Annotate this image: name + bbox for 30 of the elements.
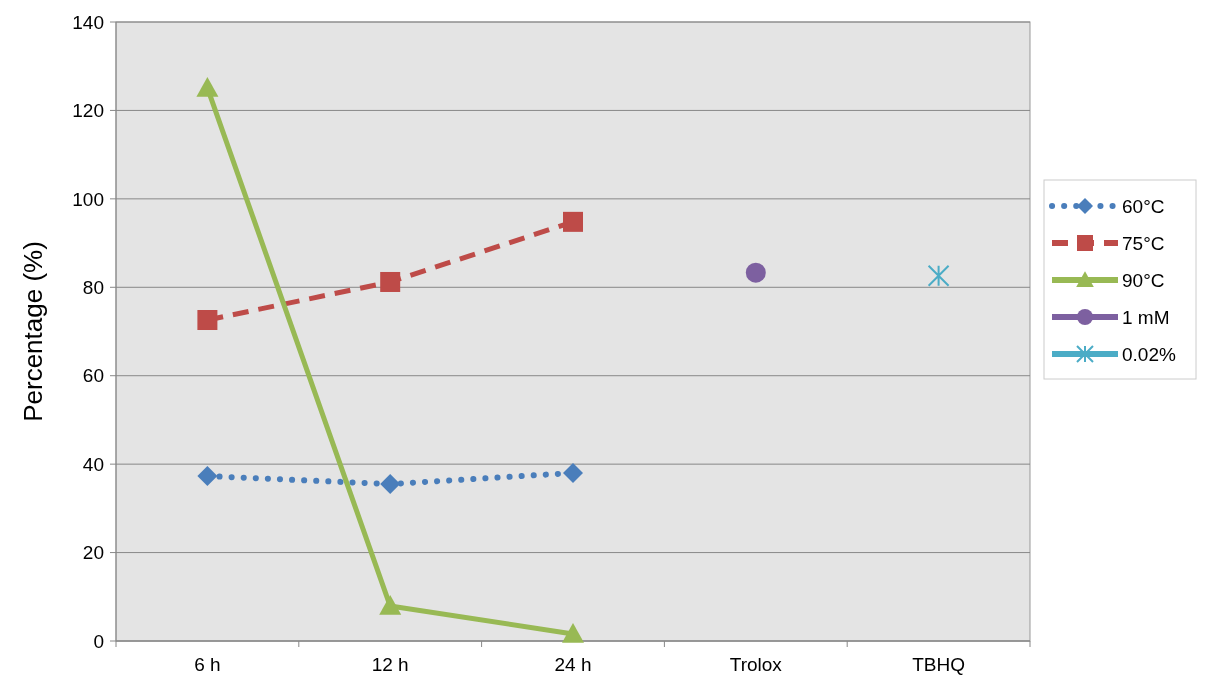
point <box>380 474 401 495</box>
legend-label: 75°C <box>1122 232 1165 254</box>
legend-label: 0.02% <box>1122 343 1176 365</box>
y-tick-label: 140 <box>72 11 104 33</box>
y-axis-title: Percentage (%) <box>18 241 48 422</box>
point <box>379 595 402 615</box>
point <box>563 211 583 232</box>
y-tick-label: 20 <box>82 542 104 564</box>
x-tick-label: 6 h <box>194 654 221 675</box>
point <box>197 466 218 487</box>
legend-label: 90°C <box>1122 269 1165 291</box>
y-tick-label: 60 <box>82 365 104 387</box>
y-tick-label: 0 <box>93 630 104 652</box>
point <box>562 622 584 643</box>
x-tick-label: 12 h <box>371 654 409 675</box>
x-tick-label: 24 h <box>554 654 592 675</box>
point <box>927 264 950 287</box>
y-tick-label: 120 <box>72 100 104 122</box>
point <box>745 262 766 283</box>
y-tick-label: 100 <box>72 188 104 210</box>
legend-label: 60°C <box>1122 195 1165 217</box>
x-tick-label: TBHQ <box>912 654 965 675</box>
point <box>563 462 583 483</box>
point <box>196 76 219 97</box>
point <box>380 271 401 292</box>
x-tick-label: Trolox <box>729 654 783 675</box>
point <box>197 310 218 330</box>
y-tick-label: 40 <box>82 453 104 475</box>
y-tick-label: 80 <box>82 276 104 298</box>
legend-label: 1 mM <box>1122 306 1170 328</box>
